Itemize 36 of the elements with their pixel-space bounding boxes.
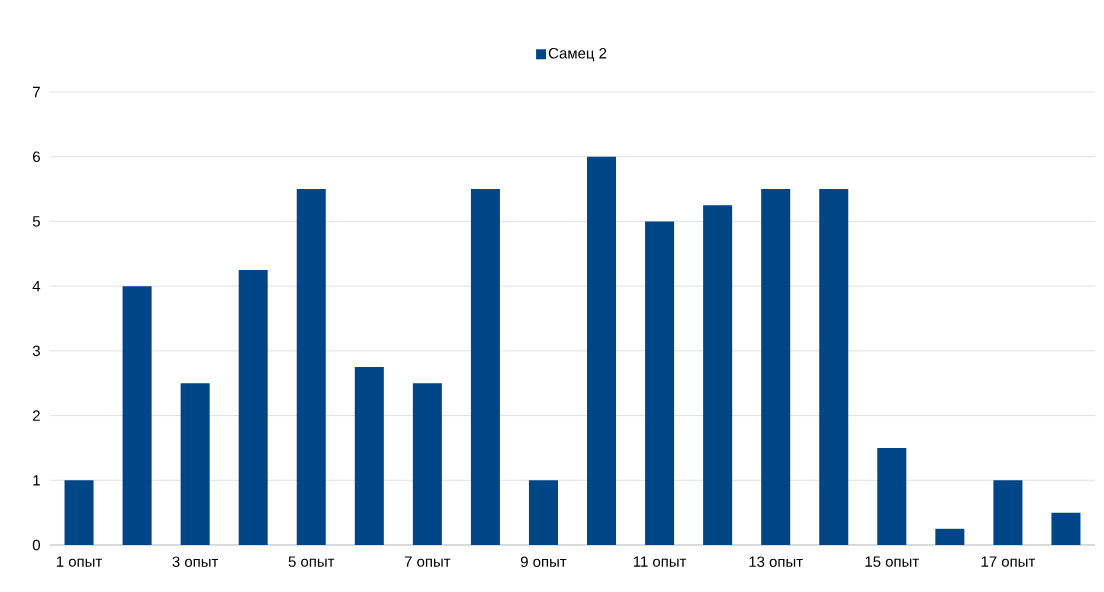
y-tick-label: 4 [32, 280, 41, 292]
bar [877, 447, 907, 545]
bar [528, 480, 558, 545]
bar [238, 269, 268, 545]
y-tick-label: 6 [33, 151, 40, 162]
bar [819, 189, 849, 545]
x-tick-label: 11 опыт [633, 556, 687, 567]
bar [180, 383, 210, 545]
y-tick-label: 0 [32, 539, 40, 551]
bar [761, 189, 791, 545]
bar [354, 367, 384, 545]
x-tick-label: 13 опыт [749, 556, 803, 567]
bar [993, 480, 1023, 545]
bar [122, 286, 152, 545]
bar [470, 189, 500, 545]
x-tick-label: 9 опыт [520, 556, 567, 567]
y-tick-label: 5 [32, 216, 40, 227]
y-tick-label: 2 [33, 410, 40, 421]
bar [296, 189, 326, 545]
x-tick-label: 3 опыт [172, 556, 219, 567]
y-tick-label: 1 [33, 475, 40, 486]
bar [1051, 512, 1081, 545]
bar [935, 528, 965, 545]
y-tick-label: 3 [32, 345, 40, 357]
bar [64, 480, 94, 545]
legend-label: Самец 2 [548, 47, 607, 62]
x-tick-label: 7 опыт [404, 556, 451, 567]
x-tick-label: 17 опыт [981, 556, 1036, 567]
y-tick-label: 7 [33, 86, 40, 98]
x-tick-label: 15 опыт [865, 556, 919, 567]
bar [587, 156, 617, 545]
bar [703, 205, 733, 545]
x-tick-label: 5 опыт [288, 556, 335, 567]
x-tick-label: 1 опыт [56, 556, 103, 567]
bar [645, 221, 675, 545]
bar [412, 383, 442, 545]
